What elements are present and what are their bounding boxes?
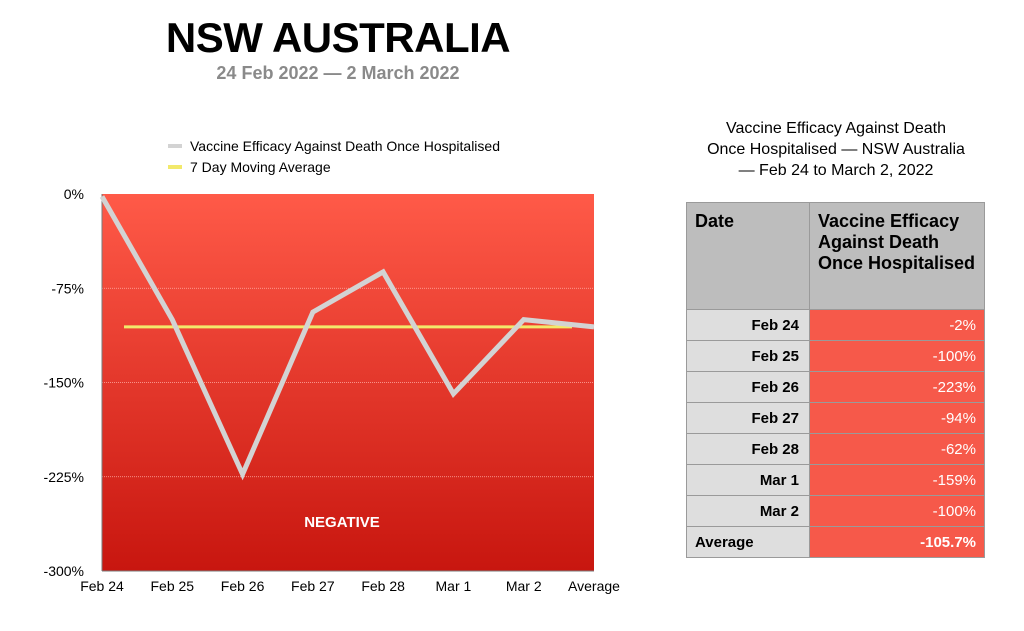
x-tick-label: Feb 25 — [150, 578, 194, 594]
table-title-line: Once Hospitalised — NSW Australia — [707, 141, 965, 158]
table-title-line: Vaccine Efficacy Against Death — [726, 120, 946, 137]
legend-label: Vaccine Efficacy Against Death Once Hosp… — [190, 138, 500, 154]
table-row: Feb 25 -100% — [686, 340, 985, 372]
x-tick-label: Feb 26 — [221, 578, 265, 594]
average-label: Average — [686, 526, 810, 558]
y-tick-label: -225% — [44, 469, 84, 485]
row-date: Feb 24 — [686, 309, 810, 341]
row-date: Feb 27 — [686, 402, 810, 434]
table-row: Feb 26 -223% — [686, 371, 985, 403]
row-value: -62% — [809, 433, 985, 465]
row-value: -100% — [809, 495, 985, 527]
row-date: Feb 25 — [686, 340, 810, 372]
row-value: -159% — [809, 464, 985, 496]
efficacy-table: Date Vaccine Efficacy Against Death Once… — [686, 202, 985, 558]
x-tick-label: Average — [568, 578, 620, 594]
row-value: -100% — [809, 340, 985, 372]
row-date: Mar 2 — [686, 495, 810, 527]
row-value: -2% — [809, 309, 985, 341]
table-header-row: Date Vaccine Efficacy Against Death Once… — [686, 202, 985, 310]
header-efficacy: Vaccine Efficacy Against Death Once Hosp… — [809, 202, 985, 310]
page-subtitle: 24 Feb 2022 — 2 March 2022 — [216, 63, 460, 83]
efficacy-series-line — [99, 195, 595, 481]
page-title: NSW AUSTRALIA — [165, 14, 511, 61]
table-title: Vaccine Efficacy Against Death Once Hosp… — [676, 118, 996, 181]
legend-label: 7 Day Moving Average — [190, 159, 331, 175]
negative-annotation: NEGATIVE — [304, 514, 380, 531]
y-tick-label: 0% — [64, 186, 84, 202]
table-row: Mar 1 -159% — [686, 464, 985, 496]
row-date: Feb 28 — [686, 433, 810, 465]
y-tick-label: -150% — [44, 375, 84, 391]
x-tick-label: Feb 24 — [80, 578, 124, 594]
average-value: -105.7% — [809, 526, 985, 558]
x-tick-label: Mar 1 — [436, 578, 472, 594]
table-row: Feb 27 -94% — [686, 402, 985, 434]
x-tick-label: Feb 27 — [291, 578, 335, 594]
table-row: Mar 2 -100% — [686, 495, 985, 527]
table-row: Feb 28 -62% — [686, 433, 985, 465]
table-average-row: Average -105.7% — [686, 526, 985, 558]
row-date: Mar 1 — [686, 464, 810, 496]
row-value: -223% — [809, 371, 985, 403]
y-tick-label: -75% — [51, 280, 84, 296]
efficacy-line-chart: 0% -75% -150% -225% -300% Feb 24 Feb 25 Feb 26… — [44, 138, 621, 594]
x-tick-label: Feb 28 — [361, 578, 405, 594]
table-row: Feb 24 -2% — [686, 309, 985, 341]
row-date: Feb 26 — [686, 371, 810, 403]
table-title-line: — Feb 24 to March 2, 2022 — [738, 162, 934, 179]
y-tick-label: -300% — [44, 563, 84, 579]
x-tick-label: Mar 2 — [506, 578, 542, 594]
header-date: Date — [686, 202, 810, 310]
row-value: -94% — [809, 402, 985, 434]
